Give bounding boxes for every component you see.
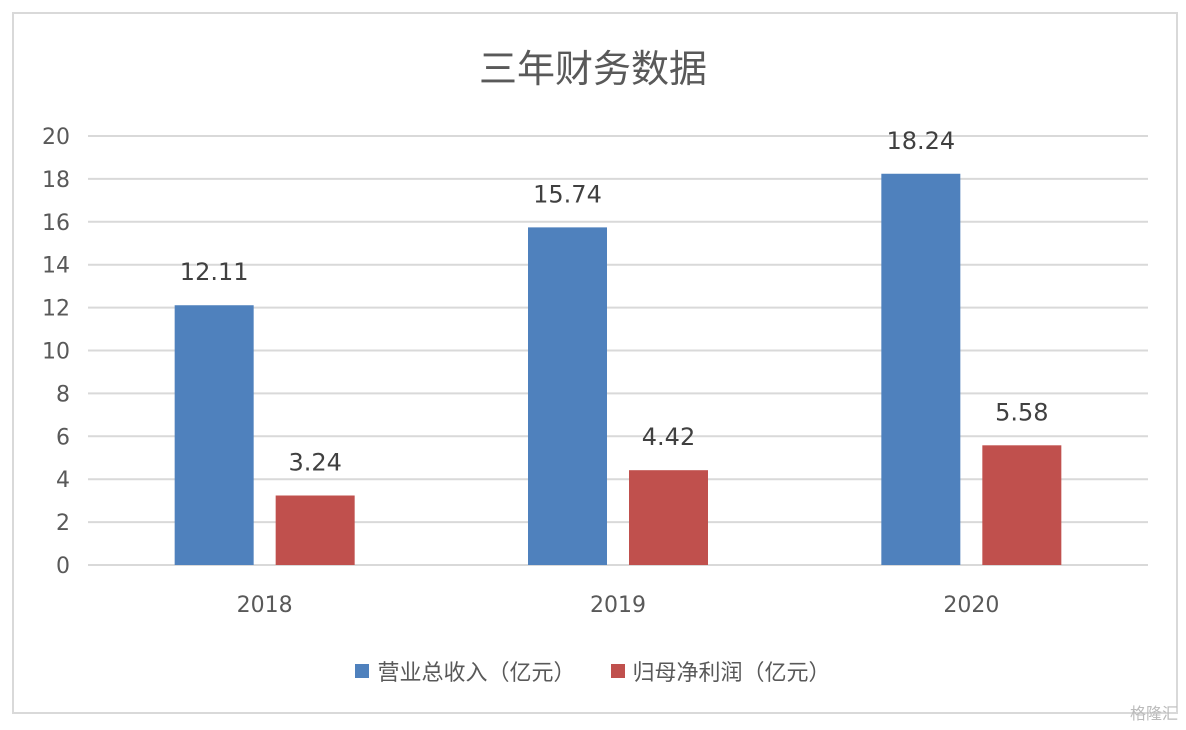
legend-item-profit: 归母净利润（亿元）	[610, 655, 831, 687]
y-tick-label: 16	[42, 211, 70, 236]
y-tick-label: 8	[56, 382, 70, 407]
legend: 营业总收入（亿元） 归母净利润（亿元）	[0, 655, 1186, 687]
bar	[174, 305, 254, 565]
y-tick-label: 6	[56, 425, 70, 450]
data-label: 4.42	[642, 423, 695, 451]
legend-swatch	[610, 664, 625, 678]
bar	[275, 495, 355, 565]
data-label: 15.74	[533, 180, 602, 208]
legend-label: 营业总收入（亿元）	[377, 661, 576, 686]
bar	[629, 470, 708, 565]
y-tick-label: 12	[42, 297, 70, 322]
y-tick-label: 14	[42, 254, 70, 279]
legend-swatch	[355, 664, 370, 678]
y-tick-label: 2	[56, 511, 70, 536]
data-label: 5.58	[995, 398, 1048, 426]
bar	[881, 173, 961, 565]
y-tick-label: 18	[42, 168, 70, 193]
chart-frame	[12, 12, 1178, 714]
y-tick-label: 10	[42, 340, 70, 365]
chart-title: 三年财务数据	[478, 47, 707, 91]
bar	[528, 227, 607, 565]
y-tick-label: 0	[56, 554, 70, 579]
data-label: 18.24	[886, 127, 955, 155]
data-label: 12.11	[180, 258, 249, 286]
y-tick-label: 4	[56, 468, 70, 493]
x-tick-label: 2020	[943, 593, 999, 618]
x-tick-label: 2019	[590, 593, 646, 618]
watermark-logo: 格隆汇	[1129, 704, 1178, 723]
x-tick-label: 2018	[237, 593, 293, 618]
bar	[982, 445, 1062, 565]
legend-item-revenue: 营业总收入（亿元）	[355, 655, 576, 687]
legend-label: 归母净利润（亿元）	[632, 661, 831, 686]
data-label: 3.24	[288, 449, 341, 477]
y-tick-label: 20	[42, 125, 70, 150]
